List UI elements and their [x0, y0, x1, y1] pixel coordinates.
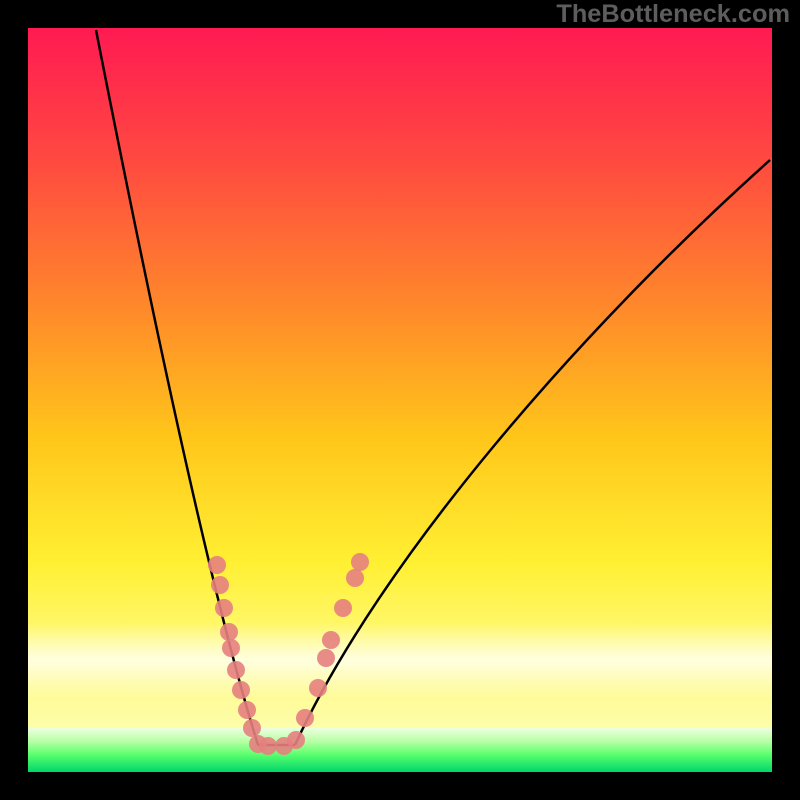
watermark-text: TheBottleneck.com: [556, 0, 790, 29]
data-point: [211, 576, 229, 594]
data-point: [208, 556, 226, 574]
data-point: [227, 661, 245, 679]
data-point: [322, 631, 340, 649]
data-point: [309, 679, 327, 697]
data-point: [232, 681, 250, 699]
data-point: [287, 731, 305, 749]
data-point: [238, 701, 256, 719]
data-point: [215, 599, 233, 617]
data-point: [351, 553, 369, 571]
data-point: [346, 569, 364, 587]
optimal-zone-strip: [28, 728, 772, 772]
data-point: [334, 599, 352, 617]
data-point: [222, 639, 240, 657]
data-point: [317, 649, 335, 667]
chart-frame: TheBottleneck.com: [0, 0, 800, 800]
highlight-bloom-band: [28, 623, 772, 697]
data-point: [296, 709, 314, 727]
